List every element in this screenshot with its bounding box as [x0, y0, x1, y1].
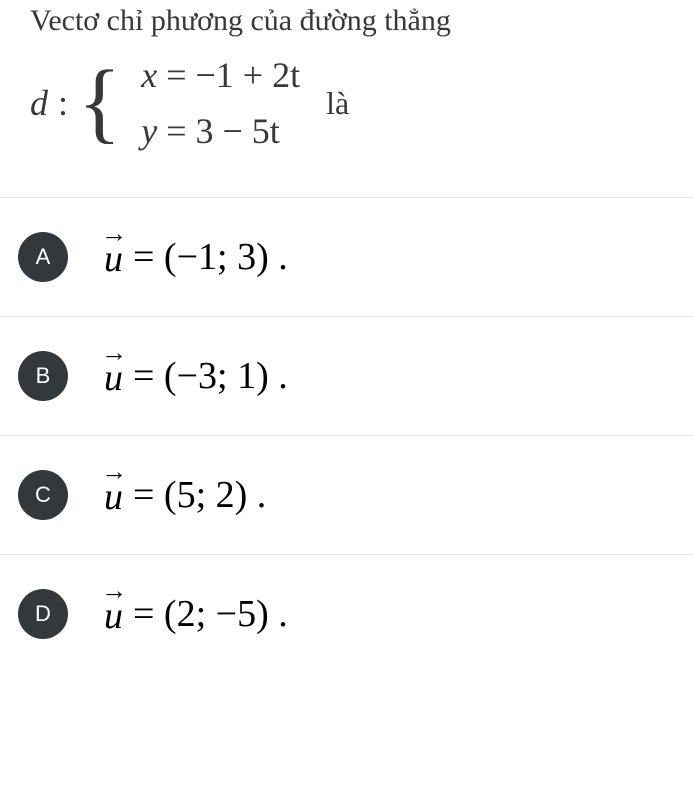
options-list: A u = (−1; 3) . B u = (−3; 1) . C u = (5… [0, 197, 694, 673]
colon: : [58, 78, 68, 128]
eq2-lhs: y [141, 111, 157, 151]
option-d[interactable]: D u = (2; −5) . [0, 554, 694, 673]
line-label: d [30, 78, 48, 128]
vector-symbol: u [104, 233, 123, 281]
question-text: Vectơ chỉ phương của đường thẳng d : { x… [20, 0, 674, 157]
option-a-math: u = (−1; 3) . [104, 233, 288, 281]
option-d-value: = (2; −5) . [133, 592, 288, 636]
eq1-lhs: x [141, 55, 157, 95]
question-area: Vectơ chỉ phương của đường thẳng d : { x… [0, 0, 694, 197]
vector-symbol: u [104, 352, 123, 400]
vector-symbol: u [104, 590, 123, 638]
option-badge-c: C [18, 470, 68, 520]
option-b-value: = (−3; 1) . [133, 354, 288, 398]
option-d-math: u = (2; −5) . [104, 590, 288, 638]
eq1-rhs: = −1 + 2t [166, 55, 300, 95]
is-text: là [326, 81, 349, 126]
option-a-value: = (−1; 3) . [133, 235, 288, 279]
option-c-value: = (5; 2) . [133, 473, 266, 517]
eq2-rhs: = 3 − 5t [166, 111, 280, 151]
question-prompt: Vectơ chỉ phương của đường thẳng [20, 0, 674, 42]
option-badge-b: B [18, 351, 68, 401]
option-c[interactable]: C u = (5; 2) . [0, 435, 694, 554]
option-b-math: u = (−3; 1) . [104, 352, 288, 400]
system-eq1: x = −1 + 2t [141, 50, 300, 100]
option-c-math: u = (5; 2) . [104, 471, 266, 519]
question-equation-line: d : { x = −1 + 2t y = 3 − 5t là [20, 50, 674, 157]
option-a[interactable]: A u = (−1; 3) . [0, 197, 694, 316]
system-eq2: y = 3 − 5t [141, 106, 300, 156]
vector-symbol: u [104, 471, 123, 519]
option-badge-a: A [18, 232, 68, 282]
option-b[interactable]: B u = (−3; 1) . [0, 316, 694, 435]
system-equations: x = −1 + 2t y = 3 − 5t [141, 50, 300, 157]
system-brace: { [78, 58, 121, 148]
option-badge-d: D [18, 589, 68, 639]
